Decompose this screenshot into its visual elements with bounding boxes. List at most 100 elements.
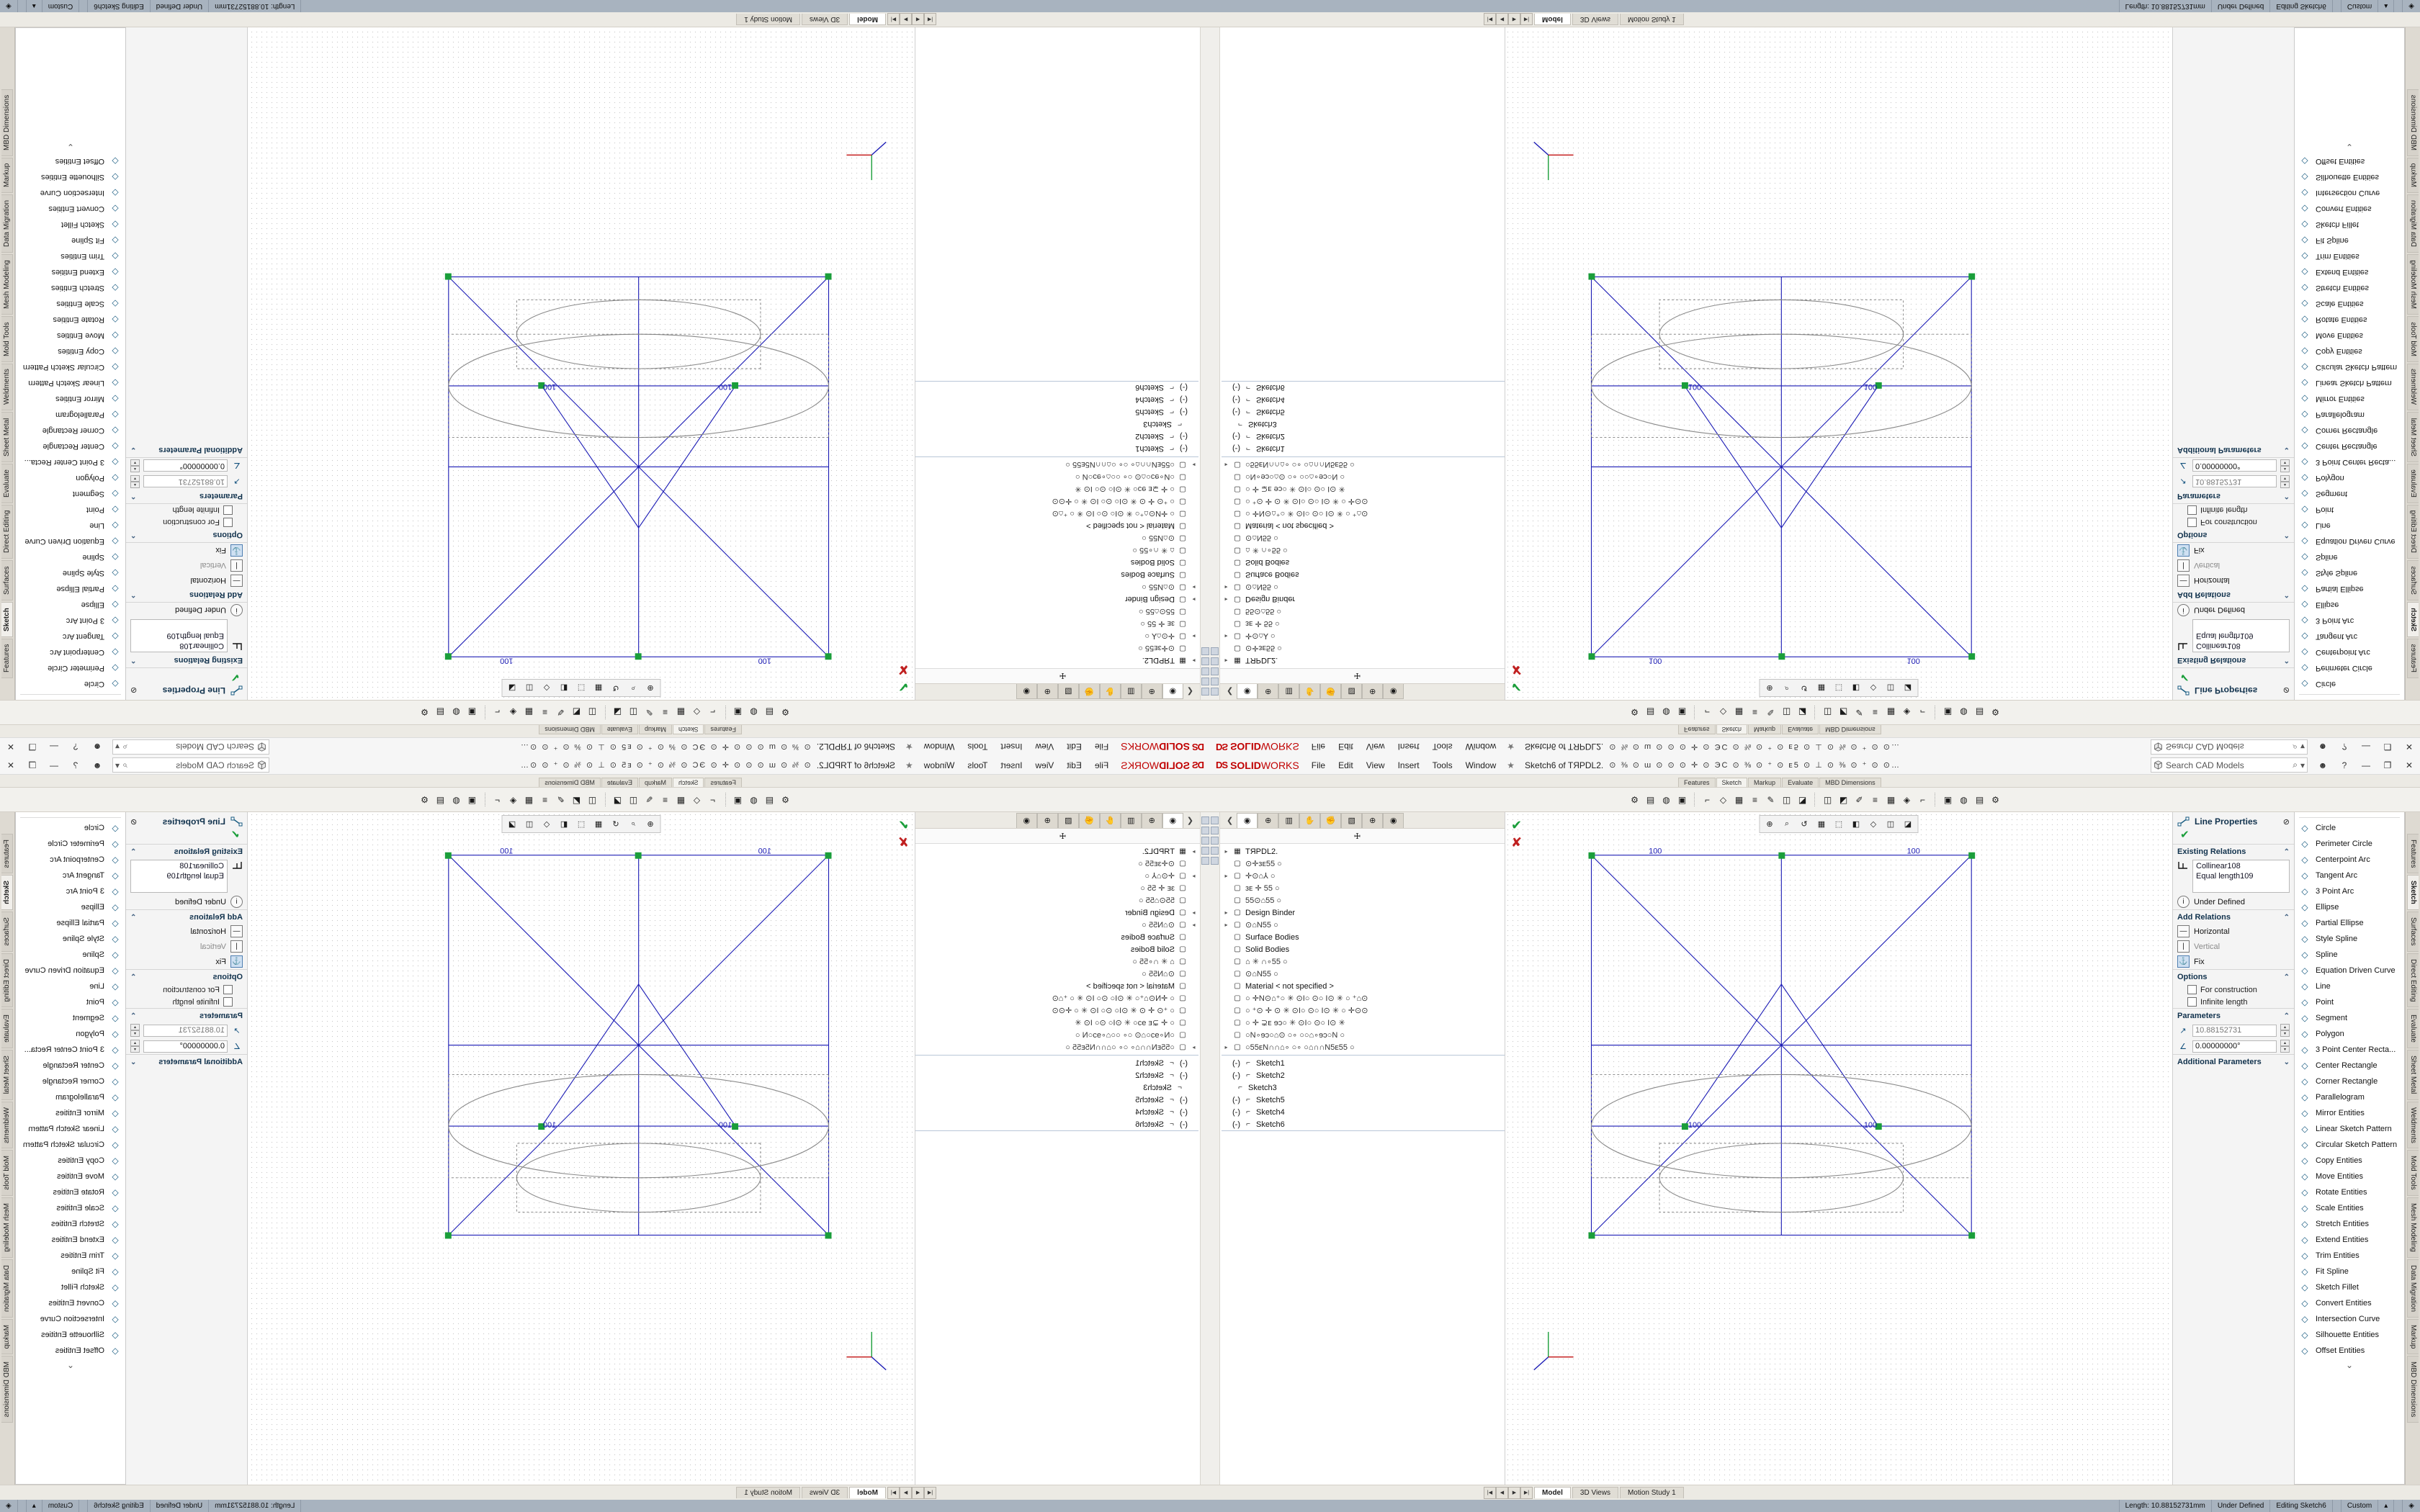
sketch-entities-flyout[interactable]: ◇ Circle ◇ Perimeter Circle ◇ Centerpoin… [2294,27,2405,700]
relation-item[interactable]: Equal length109 [166,631,224,641]
angle-input[interactable] [143,1040,228,1053]
flyout-item[interactable]: ◇ 3 Point Arc [16,883,125,899]
tab-prev-icon[interactable]: ◀ [912,13,924,26]
flyout-item[interactable]: ◇ Sketch Fillet [16,217,125,233]
view-toolbar[interactable]: ⚙ ▤ ◍ ▣ ⌐ ◇ ▦ ≡ ✎ ◫ ◪ ◫ ◩ ✐ ≡ ▦ ◈ ⌐ [0,700,1210,724]
filter-icon[interactable]: 🜊 [1354,832,1361,841]
tree-item[interactable]: ▢ ○ ⁺⊙ ✛ ⊙ ✳ ⊙I○ ⊙○ I⊙ ✳ ○ ✛⊙⊙ [915,1004,1198,1017]
stepper-up-icon[interactable]: ▴ [130,1024,140,1030]
flyout-item[interactable]: ◇ Corner Rectangle [16,1074,125,1089]
tree-sketch-item[interactable]: (-) ⌐ Sketch1 [1222,1057,1505,1069]
cmd-tab-markup[interactable]: Markup [638,725,672,734]
tree-sketch-item[interactable]: (-) ⌐ Sketch5 [1222,406,1505,418]
toolbar-button[interactable] [1201,688,1209,696]
zoom-to-area-icon[interactable]: ⌕ [1784,684,1790,693]
task-pane-tab[interactable]: Evaluate [1,1009,13,1049]
scene-2-icon[interactable]: ◫ [1823,707,1832,718]
zoom-to-area-icon[interactable]: ⌕ [1784,819,1790,828]
task-pane[interactable]: ◇ Circle ◇ Perimeter Circle ◇ Centerpoin… [0,812,126,1485]
apply-scene-icon[interactable]: ◫ [1886,683,1895,692]
confirm-sketch-icon[interactable]: ✔ [1511,818,1523,832]
flyout-item[interactable]: ◇ Point [2295,994,2404,1010]
flyout-item[interactable]: ◇ Rotate Entities [2295,1184,2404,1200]
stepper-up-icon[interactable]: ▴ [2280,482,2290,488]
flyout-item[interactable]: ◇ Convert Entities [16,1295,125,1311]
flyout-item[interactable]: ◇ Style Spline [16,565,125,581]
flyout-item[interactable]: ◇ Parallelogram [2295,1089,2404,1105]
task-pane-tab[interactable]: Markup [2407,1318,2419,1355]
tree-item[interactable]: ▢ ⊙✛ᴈᴇ55 ○ [915,642,1198,654]
tree-item[interactable]: ▢ Surface Bodies [915,931,1198,943]
window-controls[interactable]: ☻ ? — ❐ ✕ [2308,742,2420,752]
flyout-item[interactable]: ◇ Extend Entities [16,1232,125,1248]
flyout-item[interactable]: ◇ Partial Ellipse [16,581,125,597]
help-icon[interactable]: ? [73,760,79,770]
previous-view-icon[interactable]: ↺ [612,820,619,829]
task-pane-tab[interactable]: Data Migration [1,194,13,253]
flyout-item[interactable]: ◇ Line [16,978,125,994]
view-settings-icon[interactable]: ◪ [1798,794,1807,805]
sketch-geometry[interactable]: 100 100 100 100 [1505,812,2172,1386]
display-style-icon[interactable]: ▤ [765,707,774,718]
filter-icon[interactable]: 🜊 [1059,832,1066,841]
tree-item[interactable]: ▢ Material < not specified > [1222,520,1505,532]
zoom-to-fit-icon[interactable]: ⊕ [647,683,654,692]
flyout-item[interactable]: ◇ Intersection Curve [16,185,125,201]
view-orientation-icon[interactable]: ⬚ [1834,683,1843,692]
display-style-icon[interactable]: ▤ [1646,794,1655,805]
apply-scene-2-icon[interactable]: ◩ [572,794,581,805]
window-controls[interactable]: ☻ ? — ❐ ✕ [2308,760,2420,770]
menu-item-file[interactable]: File [1094,760,1109,770]
heads-up-view-toolbar[interactable]: ⊕ ⌕ ↺ ▦ ⬚ ◧ ◇ ◫ ◪ [501,679,661,697]
for-construction-checkbox[interactable]: For construction [126,516,247,528]
tree-item[interactable]: ▢ ᴈᴇ ✛ 55 ○ [915,882,1198,894]
collapse-chevron-icon[interactable]: ❮ [1227,816,1234,825]
zoom-to-fit-icon[interactable]: ⊕ [1766,820,1773,829]
gear-2-icon[interactable]: ⚙ [1991,794,1999,805]
tab-property-manager[interactable]: ⊕ [1141,812,1162,828]
appearance-icon[interactable]: ◍ [1662,707,1670,718]
toolbar-button[interactable] [1201,837,1209,845]
flyout-item[interactable]: ◇ 3 Point Arc [2295,613,2404,629]
previous-view-icon[interactable]: ↺ [612,683,619,692]
stepper-down-icon[interactable]: ▾ [130,1046,140,1053]
flyout-item[interactable]: ◇ Center Rectangle [2295,438,2404,454]
cmd-tab-mbd-dimensions[interactable]: MBD Dimensions [1819,778,1881,787]
pin-icon[interactable]: ★ [905,742,913,752]
solidworks-window[interactable]: DS SOLIDWORKS File Edit View Insert Tool… [0,756,1210,1512]
flyout-item[interactable]: ◇ Scale Entities [16,296,125,312]
flyout-item[interactable]: ◇ Ellipse [2295,597,2404,613]
section-view-icon[interactable]: ▦ [676,707,686,718]
chevron-down-icon[interactable]: ⌄ [130,446,137,454]
stepper-down-icon[interactable]: ▾ [2280,1046,2290,1053]
search-input[interactable]: Search CAD Models ⌕ ▾ [2151,739,2308,755]
flyout-item[interactable]: ◇ Circle [2295,676,2404,692]
task-pane-tab[interactable]: Sketch [1,875,13,911]
collapse-chevron-icon[interactable]: ❮ [1186,687,1193,696]
hide-show-icon[interactable]: ◇ [1870,820,1877,829]
tree-sketch-item[interactable]: (-) ⌐ Sketch5 [915,1094,1198,1106]
tree-expander[interactable]: ▸ [1224,848,1228,855]
cmd-tab-sketch[interactable]: Sketch [1716,778,1748,787]
menu-item-view[interactable]: View [1366,742,1385,752]
existing-relations-list[interactable]: Collinear108 Equal length109 [130,619,228,652]
pin-icon[interactable]: ★ [1507,742,1515,752]
tree-item[interactable]: ▢ ○ ✛N⊙⌂⁺○ ✳ ⊙I○ ⊙○ I⊙ ✳ ○ ⁺⌂⊙ [915,992,1198,1004]
additional-parameters-header[interactable]: Additional Parameters ⌄ [2173,1054,2294,1068]
toolbar-button[interactable] [1201,657,1209,665]
model-tab-motion-study[interactable]: Motion Study 1 [1619,14,1684,25]
task-pane-tab[interactable]: Evaluate [2407,1009,2419,1049]
minimize-button[interactable]: — [2362,742,2370,752]
gear-2-icon[interactable]: ⚙ [421,794,429,805]
question-icon[interactable]: ⊘ [2282,817,2290,827]
flyout-item[interactable]: ◇ Perimeter Circle [16,836,125,852]
sketch-entities-flyout[interactable]: ◇ Circle ◇ Perimeter Circle ◇ Centerpoin… [15,812,126,1485]
tab-appearances[interactable]: ▧ [1341,684,1363,700]
tree-expander[interactable]: ▸ [1192,596,1196,603]
flyout-item[interactable]: ◇ Ellipse [16,597,125,613]
close-button[interactable]: ✕ [2405,760,2414,770]
cmd-tab-features[interactable]: Features [1678,778,1716,787]
flyout-item[interactable]: ◇ Equation Driven Curve [16,534,125,549]
chevron-up-icon[interactable]: ⌃ [130,1012,137,1020]
view-toolbar[interactable]: ⚙ ▤ ◍ ▣ ⌐ ◇ ▦ ≡ ✎ ◫ ◪ ◫ ◩ ✐ ≡ ▦ ◈ ⌐ [1210,788,2420,812]
